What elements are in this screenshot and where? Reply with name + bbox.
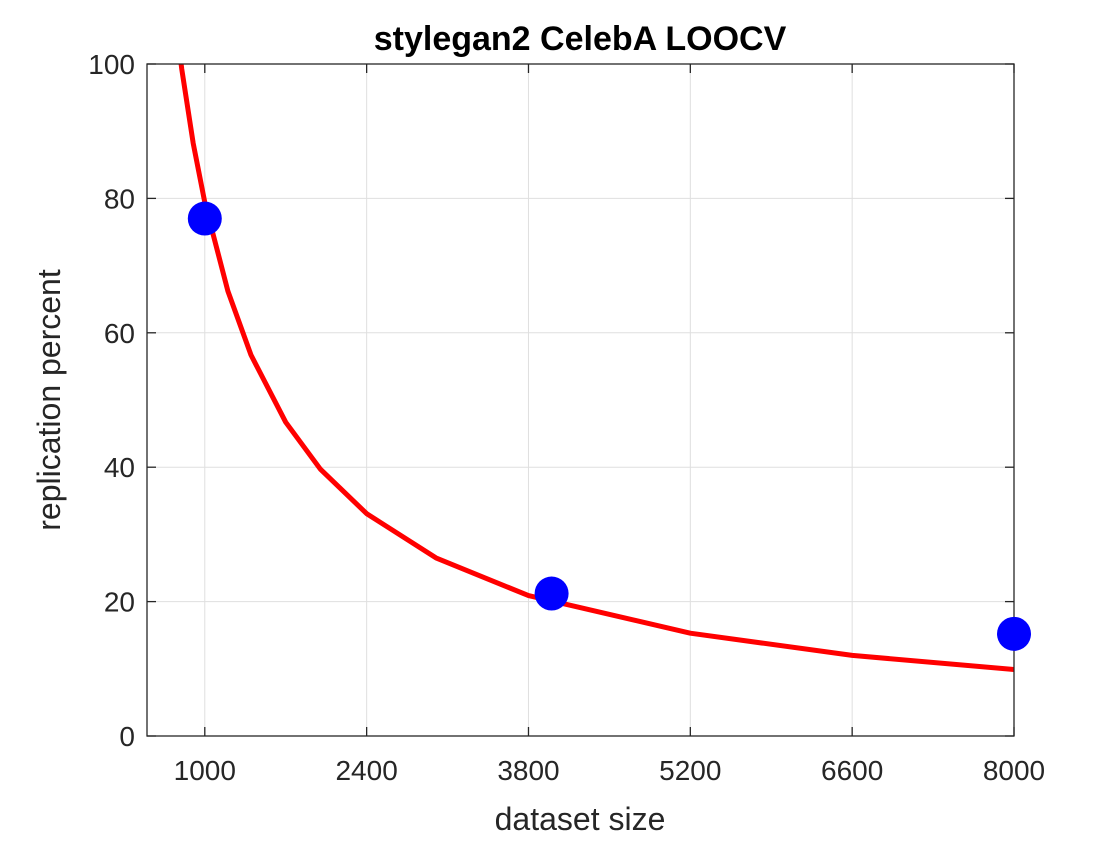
y-tick-label: 0: [119, 721, 135, 752]
data-point: [997, 616, 1031, 651]
y-tick-label: 100: [88, 49, 135, 80]
x-axis-label: dataset size: [495, 801, 666, 837]
points: [187, 201, 1031, 651]
y-tick-label: 80: [104, 183, 135, 214]
x-tick-label: 3800: [497, 755, 559, 786]
fit-curve-line: [178, 64, 1014, 672]
y-axis-label: replication percent: [31, 269, 67, 531]
x-tick-label: 6600: [821, 755, 883, 786]
grid: [147, 63, 1015, 737]
plot-frame: [146, 63, 1015, 737]
y-tick-label: 40: [104, 452, 135, 483]
ticks: 1000 2400 3800 5200 6600 8000 0 20 40 60 80 100: [88, 49, 1045, 786]
data-point: [187, 201, 222, 236]
x-tick-label: 2400: [335, 755, 397, 786]
x-tick-label: 5200: [659, 755, 721, 786]
chart-title: stylegan2 CelebA LOOCV: [374, 20, 787, 58]
data-point: [534, 576, 569, 611]
y-tick-label: 60: [104, 318, 135, 349]
data-layer: [178, 64, 1014, 672]
x-tick-label: 8000: [983, 755, 1045, 786]
x-tick-label: 1000: [174, 755, 236, 786]
plot-background: [147, 64, 1014, 736]
y-tick-label: 20: [104, 587, 135, 618]
